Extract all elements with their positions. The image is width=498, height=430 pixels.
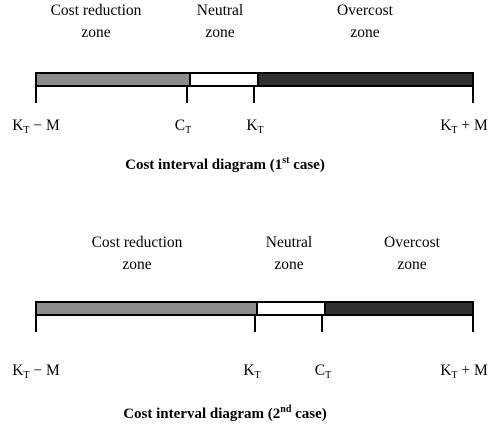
cost-interval-diagram-1: Cost reduction zone Neutral zone Overcost z… xyxy=(12,2,488,173)
diagram-caption: Cost interval diagram (2nd case) xyxy=(123,404,327,422)
cost-interval-diagram-2: Cost reduction zone Neutral zone Overcost z… xyxy=(0,215,498,430)
tick-mark xyxy=(472,316,474,332)
tick-mark xyxy=(186,87,188,103)
tick-label-ct: CT xyxy=(174,117,192,136)
cost-interval-bar xyxy=(35,301,474,316)
neutral-segment xyxy=(189,74,257,85)
cost-interval-bar xyxy=(35,72,474,87)
zone-label-neutral: Neutral zone xyxy=(196,2,244,41)
tick-label-upper-bound: KT + M xyxy=(440,117,488,136)
overcost-segment xyxy=(324,303,472,314)
tick-label-kt: KT xyxy=(246,117,264,136)
tick-label-lower-bound: KT − M xyxy=(12,117,60,136)
diagram-caption: Cost interval diagram (1st case) xyxy=(125,155,325,173)
neutral-segment xyxy=(256,303,324,314)
tick-label-upper-bound: KT + M xyxy=(440,362,488,381)
zone-label-cost-reduction: Cost reduction zone xyxy=(50,2,142,41)
zone-label-overcost: Overcost zone xyxy=(384,234,440,273)
tick-label-ct: CT xyxy=(314,362,332,381)
zone-label-cost-reduction: Cost reduction zone xyxy=(91,234,183,273)
tick-label-kt: KT xyxy=(243,362,261,381)
tick-mark xyxy=(253,87,255,103)
zone-label-neutral: Neutral zone xyxy=(265,234,313,273)
cost-reduction-segment xyxy=(37,303,256,314)
tick-label-lower-bound: KT − M xyxy=(12,362,60,381)
zone-label-overcost: Overcost zone xyxy=(337,2,393,41)
tick-mark xyxy=(472,87,474,103)
tick-mark xyxy=(35,316,37,332)
tick-mark xyxy=(35,87,37,103)
overcost-segment xyxy=(257,74,472,85)
tick-mark xyxy=(321,316,323,332)
cost-reduction-segment xyxy=(37,74,189,85)
tick-mark xyxy=(254,316,256,332)
